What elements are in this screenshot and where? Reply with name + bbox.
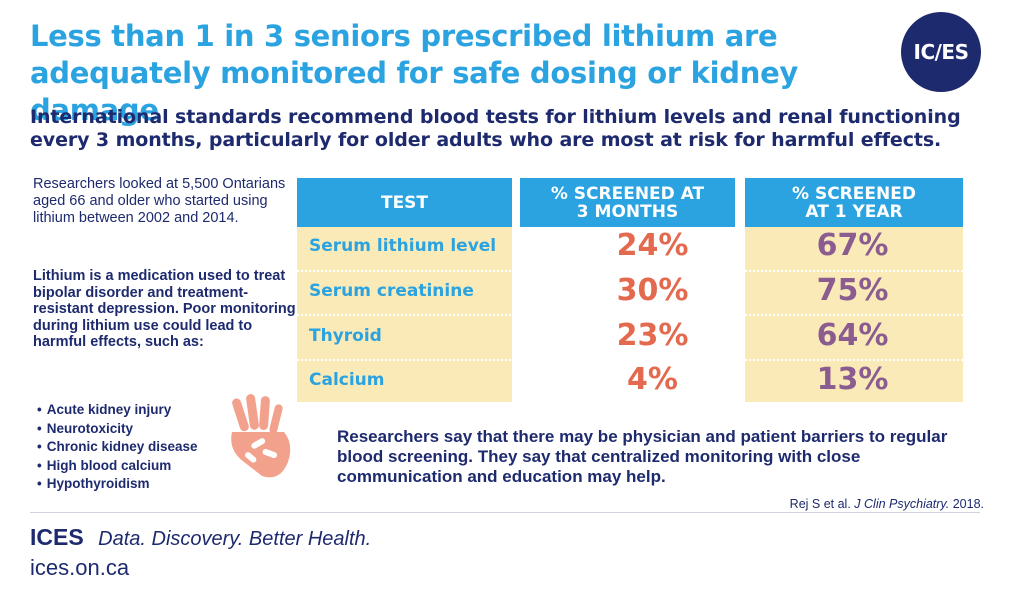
table-cell-1-year: 75% (816, 273, 889, 308)
table-row-test: Serum lithium level (309, 236, 497, 256)
intro-text: Researchers looked at 5,500 Ontarians ag… (33, 176, 286, 226)
footer-url[interactable]: ices.on.ca (30, 555, 130, 580)
lithium-description: Lithium is a medication used to treat bi… (33, 268, 296, 350)
citation-authors: Rej S et al. (789, 497, 851, 511)
row-divider (297, 270, 963, 272)
table-cell-3-months: 4% (627, 362, 678, 397)
brand-name: ICES (30, 524, 84, 550)
footer-brand: ICES Data. Discovery. Better Health. (30, 524, 371, 551)
table-row-test: Thyroid (309, 326, 382, 346)
list-item: Acute kidney injury (37, 401, 237, 420)
header-1-year: % SCREENED AT 1 YEAR (745, 178, 963, 227)
page-title: Less than 1 in 3 seniors prescribed lith… (30, 19, 799, 127)
barriers-text: Researchers say that there may be physic… (337, 427, 948, 486)
citation: Rej S et al. J Clin Psychiatry. 2018. (790, 497, 984, 511)
table-cell-1-year: 13% (816, 362, 889, 397)
table-row-test: Calcium (309, 370, 385, 390)
table-cell-1-year: 64% (816, 318, 889, 353)
row-divider (297, 359, 963, 361)
ices-logo: IC/ES (901, 12, 981, 92)
screening-table: TEST % SCREENED AT 3 MONTHS % SCREENED A… (297, 178, 963, 402)
header-test: TEST (297, 178, 512, 227)
brand-tagline: Data. Discovery. Better Health. (98, 528, 372, 550)
list-item: High blood calcium (37, 457, 237, 476)
table-cell-3-months: 24% (616, 228, 689, 263)
footer-divider (30, 512, 980, 513)
harmful-effects-list: Acute kidney injury Neurotoxicity Chroni… (37, 401, 237, 494)
table-cell-3-months: 23% (616, 318, 689, 353)
header-3-months: % SCREENED AT 3 MONTHS (520, 178, 735, 227)
table-row-test: Serum creatinine (309, 281, 474, 301)
citation-journal: J Clin Psychiatry. (854, 497, 950, 511)
citation-year: 2018. (952, 497, 984, 511)
table-cell-3-months: 30% (616, 273, 689, 308)
row-divider (297, 314, 963, 316)
list-item: Chronic kidney disease (37, 438, 237, 457)
list-item: Neurotoxicity (37, 420, 237, 439)
list-item: Hypothyroidism (37, 475, 237, 494)
table-cell-1-year: 67% (816, 228, 889, 263)
hand-with-pills-icon (231, 394, 291, 478)
subtitle: International standards recommend blood … (30, 106, 961, 151)
